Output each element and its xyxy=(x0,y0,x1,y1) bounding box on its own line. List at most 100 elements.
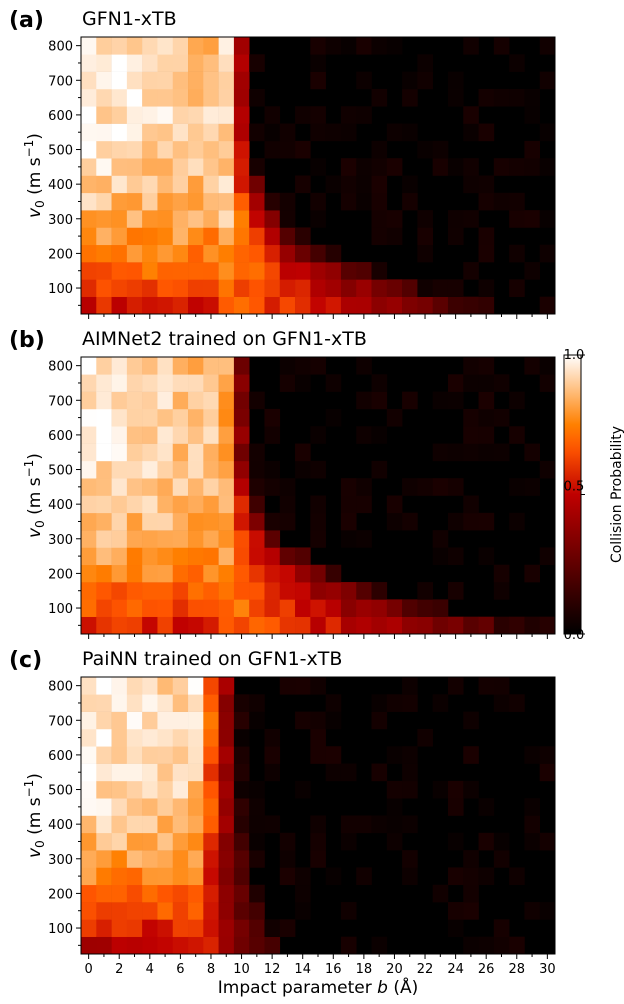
heatmap-cell xyxy=(96,902,112,920)
heatmap-cell xyxy=(249,850,265,868)
heatmap-cell xyxy=(126,244,143,263)
heatmap-cell xyxy=(96,694,112,712)
y-tick-label: 500 xyxy=(48,464,73,479)
heatmap-cell xyxy=(432,279,449,297)
heatmap-cell xyxy=(402,279,418,297)
heatmap-cell xyxy=(142,694,158,712)
y-label-var: v xyxy=(25,527,45,538)
heatmap-cell xyxy=(218,564,235,583)
heatmap-cell xyxy=(233,530,250,548)
heatmap-cell xyxy=(172,192,189,211)
heatmap-cell xyxy=(356,867,372,886)
heatmap-cell xyxy=(218,850,235,868)
heatmap-cell xyxy=(172,106,189,124)
heatmap-cell xyxy=(111,460,128,479)
heatmap-cell xyxy=(81,677,97,695)
heatmap-cell xyxy=(81,140,97,159)
heatmap-cell xyxy=(233,902,250,920)
heatmap-cell xyxy=(172,919,189,937)
heatmap-cell xyxy=(264,763,281,782)
heatmap-cell xyxy=(249,616,265,635)
heatmap-cell xyxy=(96,798,112,816)
heatmap-cell xyxy=(386,694,403,712)
heatmap-cell xyxy=(81,599,97,617)
heatmap-cell xyxy=(356,616,372,635)
heatmap-cell xyxy=(249,798,265,816)
colorbar-label: Collision Probability xyxy=(609,426,624,563)
heatmap-cell xyxy=(295,262,311,280)
heatmap-cell xyxy=(249,599,265,617)
heatmap-cell xyxy=(249,564,265,583)
heatmap-cell xyxy=(96,408,112,427)
y-tick-label: 200 xyxy=(48,247,73,262)
heatmap-cell xyxy=(432,443,449,462)
heatmap-cell xyxy=(81,88,97,107)
heatmap-cell xyxy=(218,902,235,920)
heatmap-cell xyxy=(218,426,235,444)
heatmap-cell xyxy=(188,192,204,211)
y-label-close: ) xyxy=(25,773,45,780)
heatmap-cell xyxy=(218,227,235,246)
heatmap-cell xyxy=(310,746,326,764)
heatmap-cell xyxy=(356,192,372,211)
heatmap-cell xyxy=(233,37,250,55)
heatmap-cell xyxy=(310,54,326,72)
heatmap-cell xyxy=(249,495,265,514)
heatmap-cell xyxy=(111,780,128,799)
heatmap-cell xyxy=(447,71,464,90)
heatmap-cell xyxy=(447,374,464,392)
heatmap-cell xyxy=(188,850,204,868)
heatmap-cell xyxy=(218,158,235,176)
heatmap-cell xyxy=(96,175,112,194)
heatmap-cell xyxy=(218,478,235,496)
heatmap-cell xyxy=(478,443,495,462)
heatmap-cell xyxy=(172,54,189,72)
heatmap-cell xyxy=(402,123,418,142)
heatmap-cell xyxy=(295,244,311,263)
heatmap-cell xyxy=(463,210,479,228)
heatmap-cell xyxy=(310,426,326,444)
heatmap-cell xyxy=(493,582,510,600)
heatmap-cell xyxy=(356,357,372,375)
heatmap-cell xyxy=(172,780,189,799)
heatmap-cell xyxy=(203,262,219,280)
heatmap-cell xyxy=(386,815,403,834)
y-label-sup: −1 xyxy=(22,140,36,158)
heatmap-cell xyxy=(279,478,296,496)
heatmap-cell xyxy=(142,140,158,159)
heatmap-cell xyxy=(218,746,235,764)
y-tick-label: 100 xyxy=(48,922,73,937)
heatmap-cell xyxy=(233,867,250,886)
heatmap-cell xyxy=(157,123,174,142)
heatmap-cell xyxy=(96,815,112,834)
heatmap-cell xyxy=(172,71,189,90)
heatmap-cell xyxy=(325,694,342,712)
heatmap-cell xyxy=(188,408,204,427)
heatmap-cell xyxy=(172,936,189,955)
heatmap-cell xyxy=(172,582,189,600)
heatmap-cell xyxy=(111,815,128,834)
heatmap-cell xyxy=(142,850,158,868)
heatmap-cell xyxy=(356,279,372,297)
heatmap-cell xyxy=(432,158,449,176)
heatmap-cell xyxy=(142,37,158,55)
heatmap-cell xyxy=(81,54,97,72)
heatmap-cell xyxy=(264,426,281,444)
heatmap-cell xyxy=(81,71,97,90)
heatmap-cell xyxy=(126,763,143,782)
heatmap-cell xyxy=(233,850,250,868)
heatmap-cell xyxy=(386,512,403,531)
heatmap-cell xyxy=(157,728,174,747)
heatmap-cell xyxy=(310,123,326,142)
heatmap-cell xyxy=(172,798,189,816)
heatmap-cell xyxy=(463,512,479,531)
heatmap-cell xyxy=(340,158,357,176)
heatmap-cell xyxy=(386,832,403,851)
heatmap-cell xyxy=(325,296,342,315)
y-tick-label: 400 xyxy=(48,818,73,833)
heatmap-cell xyxy=(371,460,388,479)
heatmap-cell xyxy=(172,244,189,263)
heatmap-cell xyxy=(478,547,495,566)
heatmap-cell xyxy=(188,106,204,124)
heatmap-cell xyxy=(493,919,510,937)
